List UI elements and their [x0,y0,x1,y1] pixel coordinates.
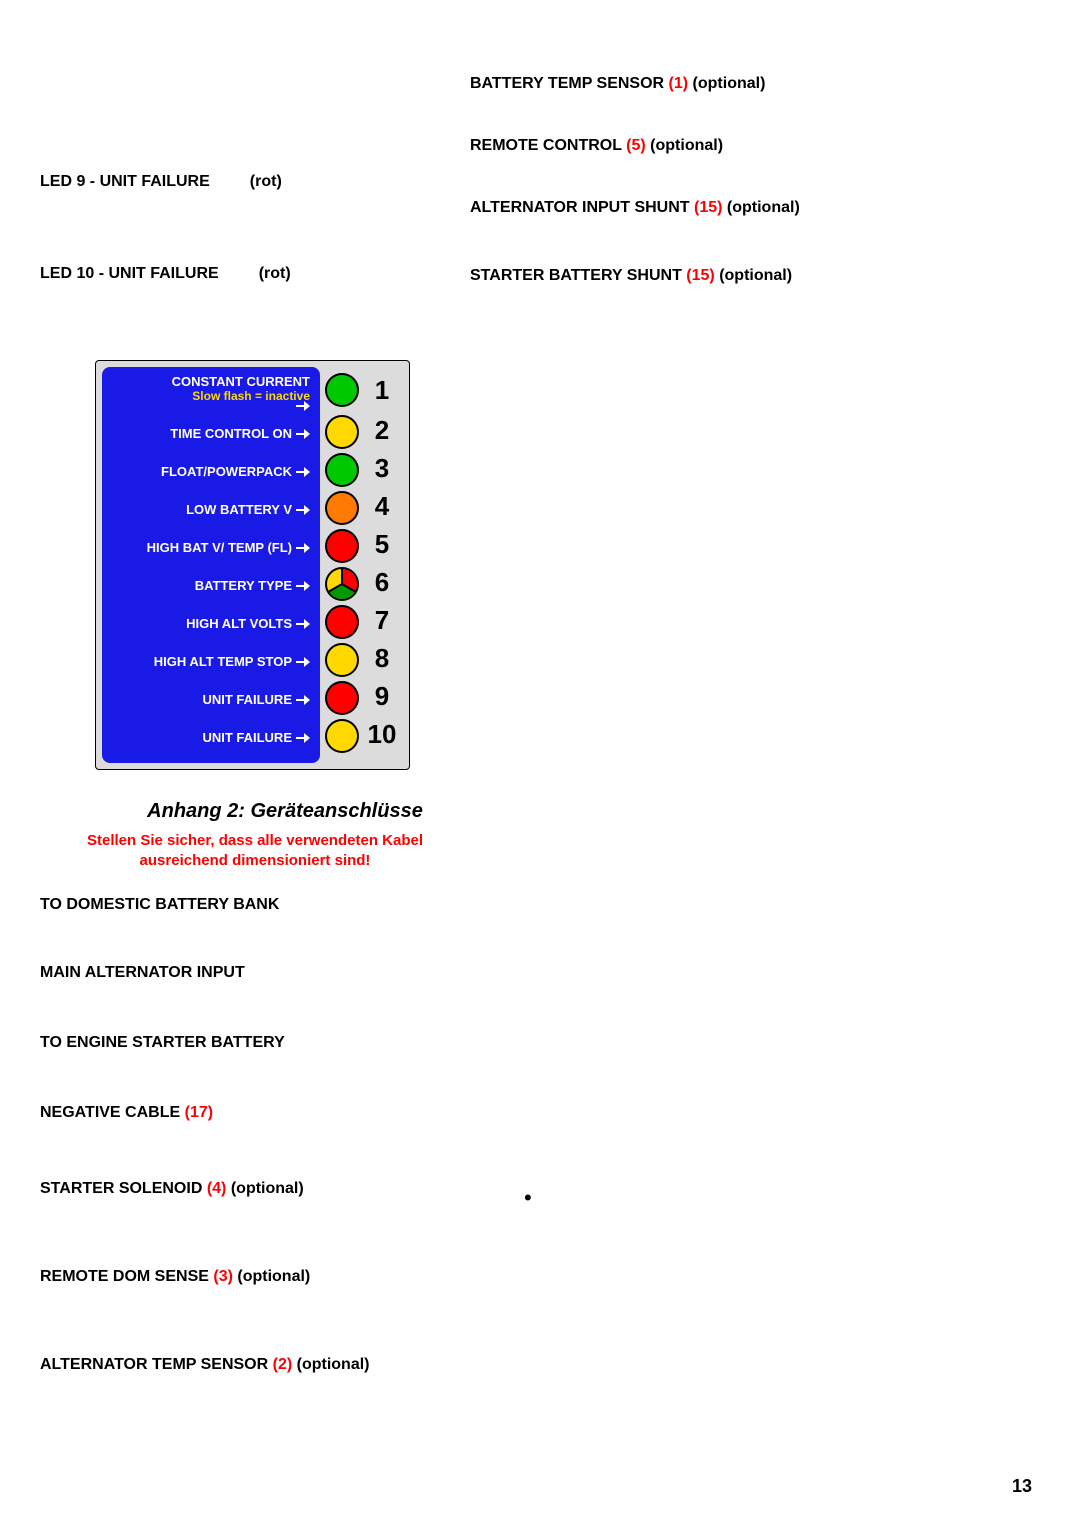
connection-line: TO ENGINE STARTER BATTERY [40,1034,470,1052]
arrow-icon [296,505,310,515]
ref-starter-shunt: STARTER BATTERY SHUNT (15) (optional) [470,267,1030,285]
arrow-icon [296,429,310,439]
panel-label-row: HIGH ALT VOLTS [106,605,316,643]
led10-line: LED 10 - UNIT FAILURE(rot) [40,265,460,283]
panel-row-number: 10 [364,715,400,753]
led9-line: LED 9 - UNIT FAILURE(rot) [40,173,460,191]
arrow-icon [296,695,310,705]
arrow-icon [296,467,310,477]
connection-line: TO DOMESTIC BATTERY BANK [40,896,470,914]
connection-line: STARTER SOLENOID (4) (optional) [40,1180,470,1198]
panel-number-column: 12345678910 [364,367,400,763]
ref-remote-control: REMOTE CONTROL (5) (optional) [470,137,1030,155]
panel-label-row: CONSTANT CURRENTSlow flash = inactive [106,373,316,415]
led-indicator [325,719,359,753]
ref-battery-temp-sensor: BATTERY TEMP SENSOR (1) (optional) [470,75,1030,93]
panel-led-column [320,367,364,763]
panel-label-row: TIME CONTROL ON [106,415,316,453]
led-indicator [325,567,359,601]
panel-row-number: 1 [364,369,400,411]
led-indicator [325,373,359,407]
anhang-warning: Stellen Sie sicher, dass alle verwendete… [40,831,470,870]
panel-label-row: HIGH ALT TEMP STOP [106,643,316,681]
panel-label-row: UNIT FAILURE [106,719,316,757]
panel-label-row: HIGH BAT V/ TEMP (FL) [106,529,316,567]
panel-label-row: BATTERY TYPE [106,567,316,605]
arrow-icon [296,619,310,629]
panel-row-number: 5 [364,525,400,563]
panel-label-row: UNIT FAILURE [106,681,316,719]
anhang-title: Anhang 2: Geräteanschlüsse [100,800,470,823]
panel-row-number: 8 [364,639,400,677]
arrow-icon [296,401,310,411]
bullet-dot: • [524,1185,532,1211]
connection-line: NEGATIVE CABLE (17) [40,1104,470,1122]
page-number: 13 [1012,1476,1032,1497]
led-indicator [325,643,359,677]
led-indicator [325,681,359,715]
anhang-section: Anhang 2: Geräteanschlüsse Stellen Sie s… [40,800,470,1374]
led-indicator [325,415,359,449]
led-status-panel: CONSTANT CURRENTSlow flash = inactiveTIM… [95,360,410,770]
panel-row-number: 3 [364,449,400,487]
panel-row-number: 7 [364,601,400,639]
arrow-icon [296,581,310,591]
arrow-icon [296,543,310,553]
panel-label-row: LOW BATTERY V [106,491,316,529]
panel-row-number: 6 [364,563,400,601]
arrow-icon [296,733,310,743]
connection-line: MAIN ALTERNATOR INPUT [40,964,470,982]
led-indicator [325,605,359,639]
led-indicator [325,529,359,563]
led-indicator [325,491,359,525]
ref-alt-input-shunt: ALTERNATOR INPUT SHUNT (15) (optional) [470,199,1030,217]
connection-line: ALTERNATOR TEMP SENSOR (2) (optional) [40,1356,470,1374]
panel-row-number: 9 [364,677,400,715]
arrow-icon [296,657,310,667]
panel-label-row: FLOAT/POWERPACK [106,453,316,491]
led-indicator [325,453,359,487]
panel-label-column: CONSTANT CURRENTSlow flash = inactiveTIM… [102,367,320,763]
panel-row-number: 4 [364,487,400,525]
connection-line: REMOTE DOM SENSE (3) (optional) [40,1268,470,1286]
panel-row-number: 2 [364,411,400,449]
